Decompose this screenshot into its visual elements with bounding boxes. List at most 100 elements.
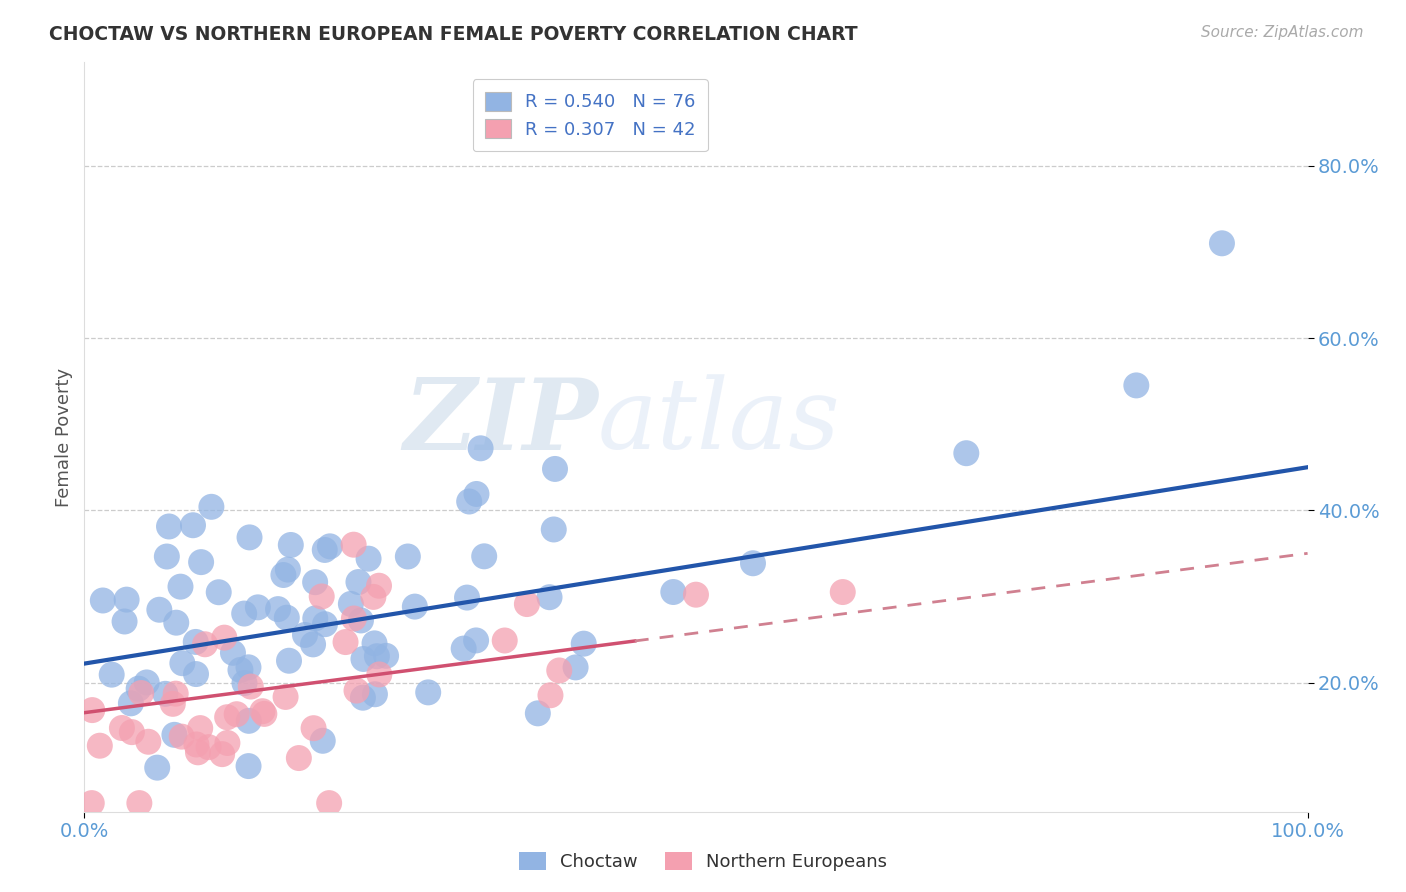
Point bbox=[302, 721, 325, 735]
Point bbox=[89, 739, 111, 753]
Point bbox=[742, 556, 765, 570]
Point bbox=[346, 683, 368, 698]
Point bbox=[572, 637, 595, 651]
Point bbox=[214, 631, 236, 645]
Point bbox=[165, 687, 187, 701]
Point bbox=[1125, 378, 1147, 392]
Point bbox=[155, 687, 177, 701]
Point bbox=[831, 585, 853, 599]
Point bbox=[314, 617, 336, 632]
Point bbox=[1211, 236, 1233, 251]
Point bbox=[564, 660, 586, 674]
Point bbox=[156, 549, 179, 564]
Point bbox=[453, 641, 475, 656]
Point bbox=[121, 725, 143, 739]
Point bbox=[294, 628, 316, 642]
Point bbox=[82, 703, 104, 717]
Point bbox=[128, 681, 150, 696]
Point bbox=[238, 714, 260, 728]
Point bbox=[311, 590, 333, 604]
Point bbox=[181, 518, 204, 533]
Point bbox=[363, 636, 385, 650]
Point bbox=[335, 635, 357, 649]
Point bbox=[302, 637, 325, 651]
Point bbox=[456, 591, 478, 605]
Point bbox=[465, 633, 488, 648]
Point bbox=[229, 663, 252, 677]
Point bbox=[190, 555, 212, 569]
Point bbox=[304, 575, 326, 590]
Point bbox=[538, 591, 561, 605]
Point bbox=[470, 442, 492, 456]
Point bbox=[280, 538, 302, 552]
Point bbox=[368, 579, 391, 593]
Point bbox=[233, 607, 256, 621]
Point bbox=[233, 676, 256, 690]
Point bbox=[239, 680, 262, 694]
Point bbox=[165, 615, 187, 630]
Point bbox=[312, 733, 335, 747]
Point bbox=[352, 652, 374, 666]
Point bbox=[955, 446, 977, 460]
Point bbox=[350, 614, 373, 628]
Y-axis label: Female Poverty: Female Poverty bbox=[55, 368, 73, 507]
Point bbox=[252, 704, 274, 718]
Point bbox=[343, 611, 366, 625]
Point bbox=[170, 730, 193, 744]
Point bbox=[111, 721, 134, 735]
Point bbox=[197, 740, 219, 755]
Point bbox=[465, 487, 488, 501]
Text: Source: ZipAtlas.com: Source: ZipAtlas.com bbox=[1201, 25, 1364, 40]
Point bbox=[80, 796, 103, 810]
Point bbox=[277, 563, 299, 577]
Point bbox=[685, 588, 707, 602]
Point bbox=[494, 633, 516, 648]
Point bbox=[364, 687, 387, 701]
Point bbox=[163, 728, 186, 742]
Point bbox=[366, 649, 388, 664]
Point bbox=[319, 539, 342, 553]
Point bbox=[186, 738, 208, 752]
Point bbox=[91, 593, 114, 607]
Point bbox=[217, 736, 239, 750]
Point bbox=[253, 706, 276, 721]
Point bbox=[527, 706, 550, 721]
Point bbox=[115, 592, 138, 607]
Point bbox=[472, 549, 495, 564]
Point bbox=[129, 686, 152, 700]
Point bbox=[318, 796, 340, 810]
Point bbox=[148, 603, 170, 617]
Point bbox=[238, 759, 260, 773]
Point bbox=[267, 602, 290, 616]
Point bbox=[368, 667, 391, 681]
Point bbox=[194, 637, 217, 651]
Point bbox=[169, 580, 191, 594]
Point bbox=[340, 597, 363, 611]
Point bbox=[162, 697, 184, 711]
Point bbox=[543, 523, 565, 537]
Point bbox=[404, 599, 426, 614]
Point bbox=[662, 585, 685, 599]
Point bbox=[246, 600, 269, 615]
Point bbox=[172, 656, 194, 670]
Point bbox=[136, 735, 159, 749]
Point bbox=[276, 610, 298, 624]
Point bbox=[222, 646, 245, 660]
Point bbox=[114, 615, 136, 629]
Point bbox=[217, 710, 239, 724]
Point bbox=[188, 721, 211, 735]
Point bbox=[157, 519, 180, 533]
Point bbox=[184, 667, 207, 681]
Point bbox=[516, 597, 538, 611]
Point bbox=[548, 664, 571, 678]
Point bbox=[352, 690, 374, 705]
Point bbox=[343, 538, 366, 552]
Point bbox=[418, 685, 440, 699]
Text: ZIP: ZIP bbox=[404, 374, 598, 470]
Text: CHOCTAW VS NORTHERN EUROPEAN FEMALE POVERTY CORRELATION CHART: CHOCTAW VS NORTHERN EUROPEAN FEMALE POVE… bbox=[49, 25, 858, 44]
Point bbox=[238, 660, 260, 674]
Point bbox=[540, 688, 562, 702]
Point bbox=[135, 675, 157, 690]
Point bbox=[200, 500, 222, 514]
Point bbox=[208, 585, 231, 599]
